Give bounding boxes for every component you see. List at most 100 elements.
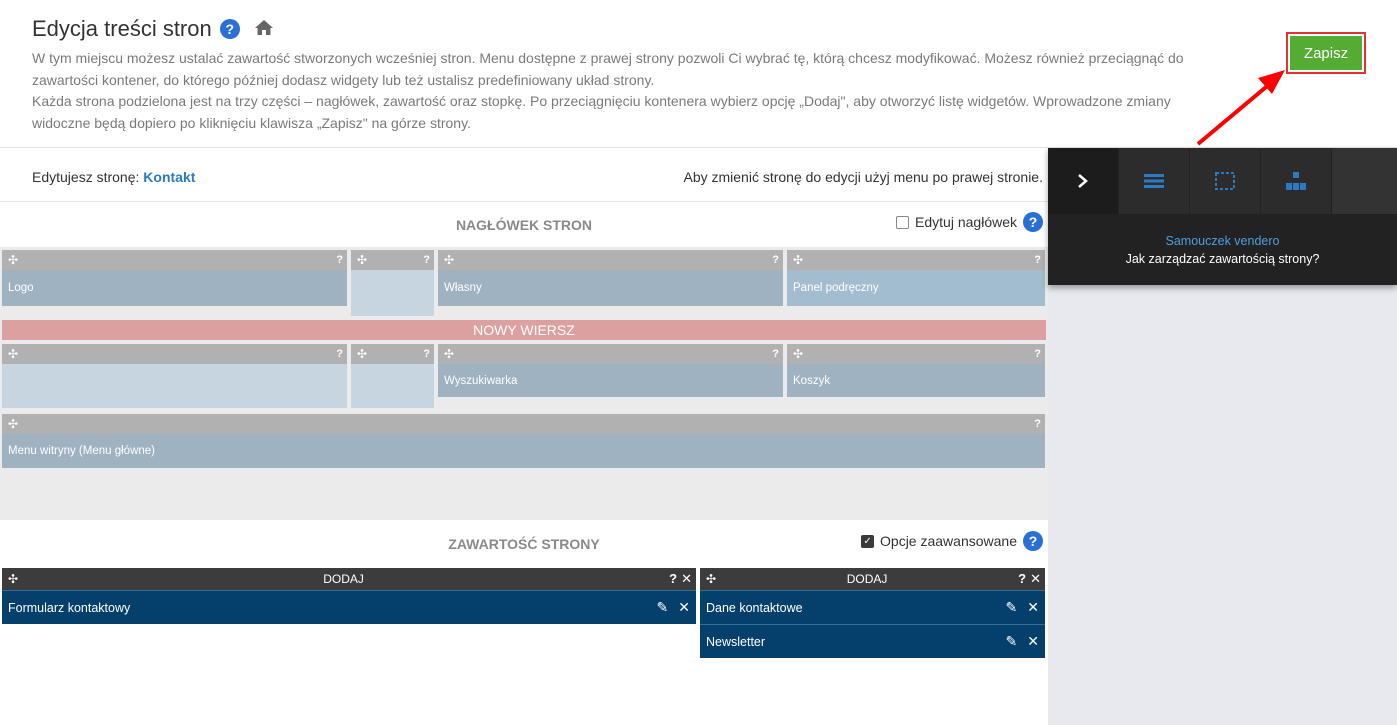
chevron-right-icon xyxy=(1078,174,1088,188)
widget-label: Menu witryny (Menu główne) xyxy=(2,434,1045,468)
annotation-arrow-icon xyxy=(1196,70,1285,146)
widget-help-icon[interactable]: ? xyxy=(336,254,343,266)
page-title: Edycja treści stron xyxy=(32,16,212,41)
content-column-1: ✣ DODAJ ? ✕ Formularz kontaktowy ✎ ✕ xyxy=(2,568,696,624)
widget-label xyxy=(351,364,434,408)
content-widget-label: Newsletter xyxy=(706,634,766,649)
widget-help-icon[interactable]: ? xyxy=(772,348,779,360)
drag-handle-icon[interactable]: ✣ xyxy=(706,572,717,586)
new-row-button[interactable]: NOWY WIERSZ xyxy=(2,320,1046,340)
drag-handle-icon[interactable]: ✣ xyxy=(357,347,368,361)
column-header: ✣ DODAJ ? ✕ xyxy=(700,568,1045,590)
widget-label: Panel podręczny xyxy=(787,270,1045,306)
drag-handle-icon[interactable]: ✣ xyxy=(8,347,19,361)
description-line-1: W tym miejscu możesz ustalać zawartość s… xyxy=(32,50,1184,88)
edit-header-label: Edytuj nagłówek xyxy=(915,214,1017,230)
add-widget-button[interactable]: DODAJ xyxy=(323,572,364,586)
help-icon[interactable]: ? xyxy=(669,571,678,586)
container-tab[interactable] xyxy=(1190,148,1261,214)
widget-menu-witryny[interactable]: ✣? Menu witryny (Menu główne) xyxy=(2,414,1045,468)
content-section-title: ZAWARTOŚĆ STRONY xyxy=(448,536,600,552)
edit-header-checkbox[interactable] xyxy=(896,215,910,229)
pages-menu-tab[interactable] xyxy=(1119,148,1190,214)
content-widget-row[interactable]: Dane kontaktowe ✎ ✕ xyxy=(700,590,1045,624)
current-page-name[interactable]: Kontakt xyxy=(143,169,196,185)
drag-handle-icon[interactable]: ✣ xyxy=(793,253,804,267)
content-widget-label: Formularz kontaktowy xyxy=(8,600,131,615)
content-widget-row[interactable]: Newsletter ✎ ✕ xyxy=(700,624,1045,658)
widget-help-icon[interactable]: ? xyxy=(423,348,430,360)
widget-label xyxy=(2,364,347,408)
page-header: Edycja treści stron ? W tym miejscu może… xyxy=(0,0,1397,148)
widget-help-icon[interactable]: ? xyxy=(772,254,779,266)
widget-label xyxy=(351,270,434,316)
edit-pencil-icon[interactable]: ✎ xyxy=(1005,633,1018,649)
tutorial-text[interactable]: Jak zarządzać zawartością strony? xyxy=(1125,252,1320,266)
edit-header-option[interactable]: Edytuj nagłówek ? xyxy=(896,212,1043,232)
current-page-info: Edytujesz stronę: Kontakt xyxy=(32,169,195,185)
close-icon[interactable]: ✕ xyxy=(681,571,692,586)
help-icon[interactable]: ? xyxy=(219,19,240,39)
drag-handle-icon[interactable]: ✣ xyxy=(357,253,368,267)
help-icon[interactable]: ? xyxy=(1023,212,1043,232)
column-header: ✣ DODAJ ? ✕ xyxy=(2,568,696,590)
widget-label: Wyszukiwarka xyxy=(438,364,783,397)
drag-handle-icon[interactable]: ✣ xyxy=(793,347,804,361)
content-widget-label: Dane kontaktowe xyxy=(706,600,803,615)
edit-hint: Aby zmienić stronę do edycji użyj menu p… xyxy=(683,169,1043,185)
tutorial-link[interactable]: Samouczek vendero xyxy=(1165,234,1280,248)
widget-label: Koszyk xyxy=(787,364,1045,397)
widget-help-icon[interactable]: ? xyxy=(1034,348,1041,360)
content-widget-row[interactable]: Formularz kontaktowy ✎ ✕ xyxy=(2,590,696,624)
widget-logo[interactable]: ✣? Logo xyxy=(2,250,347,306)
page-description: W tym miejscu możesz ustalać zawartość s… xyxy=(32,48,1232,134)
drag-handle-icon[interactable]: ✣ xyxy=(8,417,19,431)
help-icon[interactable]: ? xyxy=(1018,571,1027,586)
empty-tab xyxy=(1332,148,1397,214)
drag-handle-icon[interactable]: ✣ xyxy=(444,347,455,361)
description-line-2: Każda strona podzielona jest na trzy czę… xyxy=(32,93,1171,131)
layout-tab[interactable] xyxy=(1261,148,1332,214)
header-section-title: NAGŁÓWEK STRON xyxy=(455,217,593,233)
edit-bar: Edytujesz stronę: Kontakt Aby zmienić st… xyxy=(0,149,1048,202)
widget-wyszukiwarka[interactable]: ✣? Wyszukiwarka xyxy=(438,344,783,397)
advanced-options-checkbox[interactable]: ✓ xyxy=(861,534,875,548)
close-icon[interactable]: ✕ xyxy=(1030,571,1041,586)
widget-label: Logo xyxy=(2,270,347,306)
sitemap-icon xyxy=(1286,172,1306,190)
edit-pencil-icon[interactable]: ✎ xyxy=(656,599,669,615)
add-widget-button[interactable]: DODAJ xyxy=(846,572,888,586)
side-panel-tabs xyxy=(1048,148,1397,214)
widget-empty[interactable]: ✣? xyxy=(351,344,434,408)
content-column-2: ✣ DODAJ ? ✕ Dane kontaktowe ✎ ✕ Newsletter… xyxy=(700,568,1045,658)
widget-wlasny[interactable]: ✣? Własny xyxy=(438,250,783,306)
widget-help-icon[interactable]: ? xyxy=(336,348,343,360)
widget-help-icon[interactable]: ? xyxy=(423,254,430,266)
side-panel: Samouczek vendero Jak zarządzać zawartoś… xyxy=(1048,148,1397,285)
drag-handle-icon[interactable]: ✣ xyxy=(444,253,455,267)
dashed-box-icon xyxy=(1215,172,1235,190)
list-icon xyxy=(1144,174,1164,188)
drag-handle-icon[interactable]: ✣ xyxy=(8,253,19,267)
widget-label: Własny xyxy=(438,270,783,306)
widget-panel-podreczny[interactable]: ✣? Panel podręczny xyxy=(787,250,1045,306)
home-icon[interactable] xyxy=(254,16,274,42)
help-icon[interactable]: ? xyxy=(1023,531,1043,551)
widget-empty[interactable]: ✣? xyxy=(2,344,347,408)
edit-pencil-icon[interactable]: ✎ xyxy=(1005,599,1018,615)
current-page-prefix: Edytujesz stronę: xyxy=(32,169,140,185)
widget-help-icon[interactable]: ? xyxy=(1034,254,1041,266)
delete-icon[interactable]: ✕ xyxy=(1027,599,1039,615)
delete-icon[interactable]: ✕ xyxy=(1027,633,1039,649)
widget-koszyk[interactable]: ✣? Koszyk xyxy=(787,344,1045,397)
collapse-panel-tab[interactable] xyxy=(1048,148,1119,214)
widget-help-icon[interactable]: ? xyxy=(1034,418,1041,430)
widget-empty[interactable]: ✣? xyxy=(351,250,434,316)
drag-handle-icon[interactable]: ✣ xyxy=(8,572,19,586)
save-button-highlight: Zapisz xyxy=(1286,32,1366,74)
page-title-row: Edycja treści stron ? xyxy=(32,16,274,42)
delete-icon[interactable]: ✕ xyxy=(678,599,690,615)
save-button[interactable]: Zapisz xyxy=(1290,36,1362,70)
advanced-options-option[interactable]: ✓ Opcje zaawansowane ? xyxy=(861,531,1043,551)
